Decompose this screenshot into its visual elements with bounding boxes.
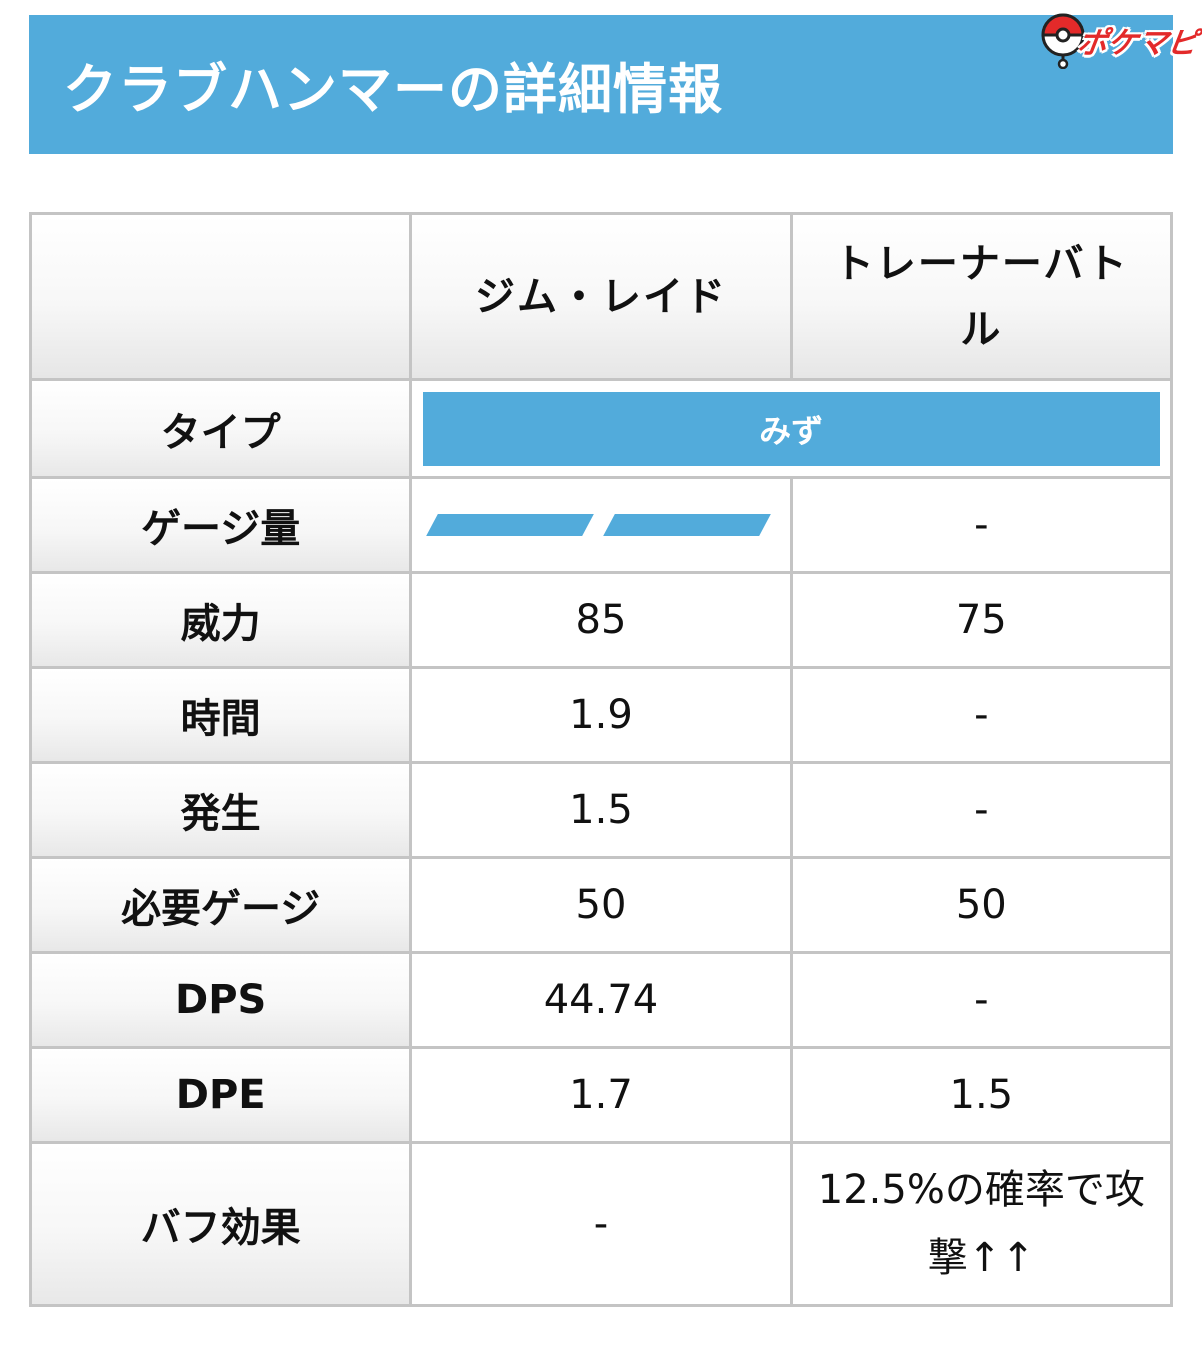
duration-gym-value: 1.9	[412, 669, 790, 761]
gauge-cell	[412, 479, 790, 571]
table-row: 必要ゲージ 50 50	[32, 859, 1170, 951]
dps-trainer-value: -	[792, 954, 1170, 1046]
gauge-segment-1	[426, 514, 595, 536]
dpe-gym-value: 1.7	[412, 1049, 790, 1141]
column-header-gym-raid: ジム・レイド	[412, 215, 790, 378]
column-header-trainer-battle-label: トレーナーバトル	[833, 240, 1129, 353]
row-label-startup: 発生	[32, 764, 410, 856]
header-banner: クラブハンマーの詳細情報	[29, 15, 1173, 154]
table-row: DPS 44.74 -	[32, 954, 1170, 1046]
pokeball-pin-icon	[1041, 13, 1085, 69]
gauge-trainer-value: -	[792, 479, 1170, 571]
duration-trainer-value: -	[792, 669, 1170, 761]
logo-text: ポケマピ	[1075, 26, 1200, 61]
power-trainer-value: 75	[792, 574, 1170, 666]
row-label-type: タイプ	[32, 381, 410, 476]
buff-effect-trainer-cell: 12.5%の確率で攻撃↑↑	[792, 1144, 1170, 1304]
page-title: クラブハンマーの詳細情報	[63, 58, 723, 121]
required-gauge-gym-value: 50	[412, 859, 790, 951]
column-header-gym-raid-label: ジム・レイド	[474, 273, 727, 320]
power-gym-value: 85	[412, 574, 790, 666]
type-badge: みず	[422, 391, 1160, 466]
type-cell: みず	[412, 381, 1170, 476]
table-row: 威力 85 75	[32, 574, 1170, 666]
row-label-buff-effect: バフ効果	[32, 1144, 410, 1304]
table-row: DPE 1.7 1.5	[32, 1049, 1170, 1141]
header-corner-cell	[32, 215, 410, 378]
required-gauge-trainer-value: 50	[792, 859, 1170, 951]
table-row-gauge: ゲージ量 -	[32, 479, 1170, 571]
table-row: 発生 1.5 -	[32, 764, 1170, 856]
row-label-power: 威力	[32, 574, 410, 666]
row-label-gauge: ゲージ量	[32, 479, 410, 571]
dps-gym-value: 44.74	[412, 954, 790, 1046]
buff-effect-gym-value: -	[412, 1144, 790, 1304]
table-row: 時間 1.9 -	[32, 669, 1170, 761]
startup-gym-value: 1.5	[412, 764, 790, 856]
buff-effect-trainer-value: 12.5%の確率で攻撃↑↑	[817, 1167, 1145, 1281]
row-label-dps: DPS	[32, 954, 410, 1046]
table-row: バフ効果 - 12.5%の確率で攻撃↑↑	[32, 1144, 1170, 1304]
startup-trainer-value: -	[792, 764, 1170, 856]
move-details-table: ジム・レイド トレーナーバトル タイプ みず ゲージ量 - 威力 85 75 時…	[29, 212, 1173, 1307]
row-label-dpe: DPE	[32, 1049, 410, 1141]
column-header-trainer-battle: トレーナーバトル	[792, 215, 1170, 378]
table-header-row: ジム・レイド トレーナーバトル	[32, 215, 1170, 378]
dpe-trainer-value: 1.5	[792, 1049, 1170, 1141]
gauge-segment-2	[603, 514, 772, 536]
row-label-required-gauge: 必要ゲージ	[32, 859, 410, 951]
row-label-duration: 時間	[32, 669, 410, 761]
table-row-type: タイプ みず	[32, 381, 1170, 476]
site-logo[interactable]: ポケマピ	[1030, 8, 1200, 78]
